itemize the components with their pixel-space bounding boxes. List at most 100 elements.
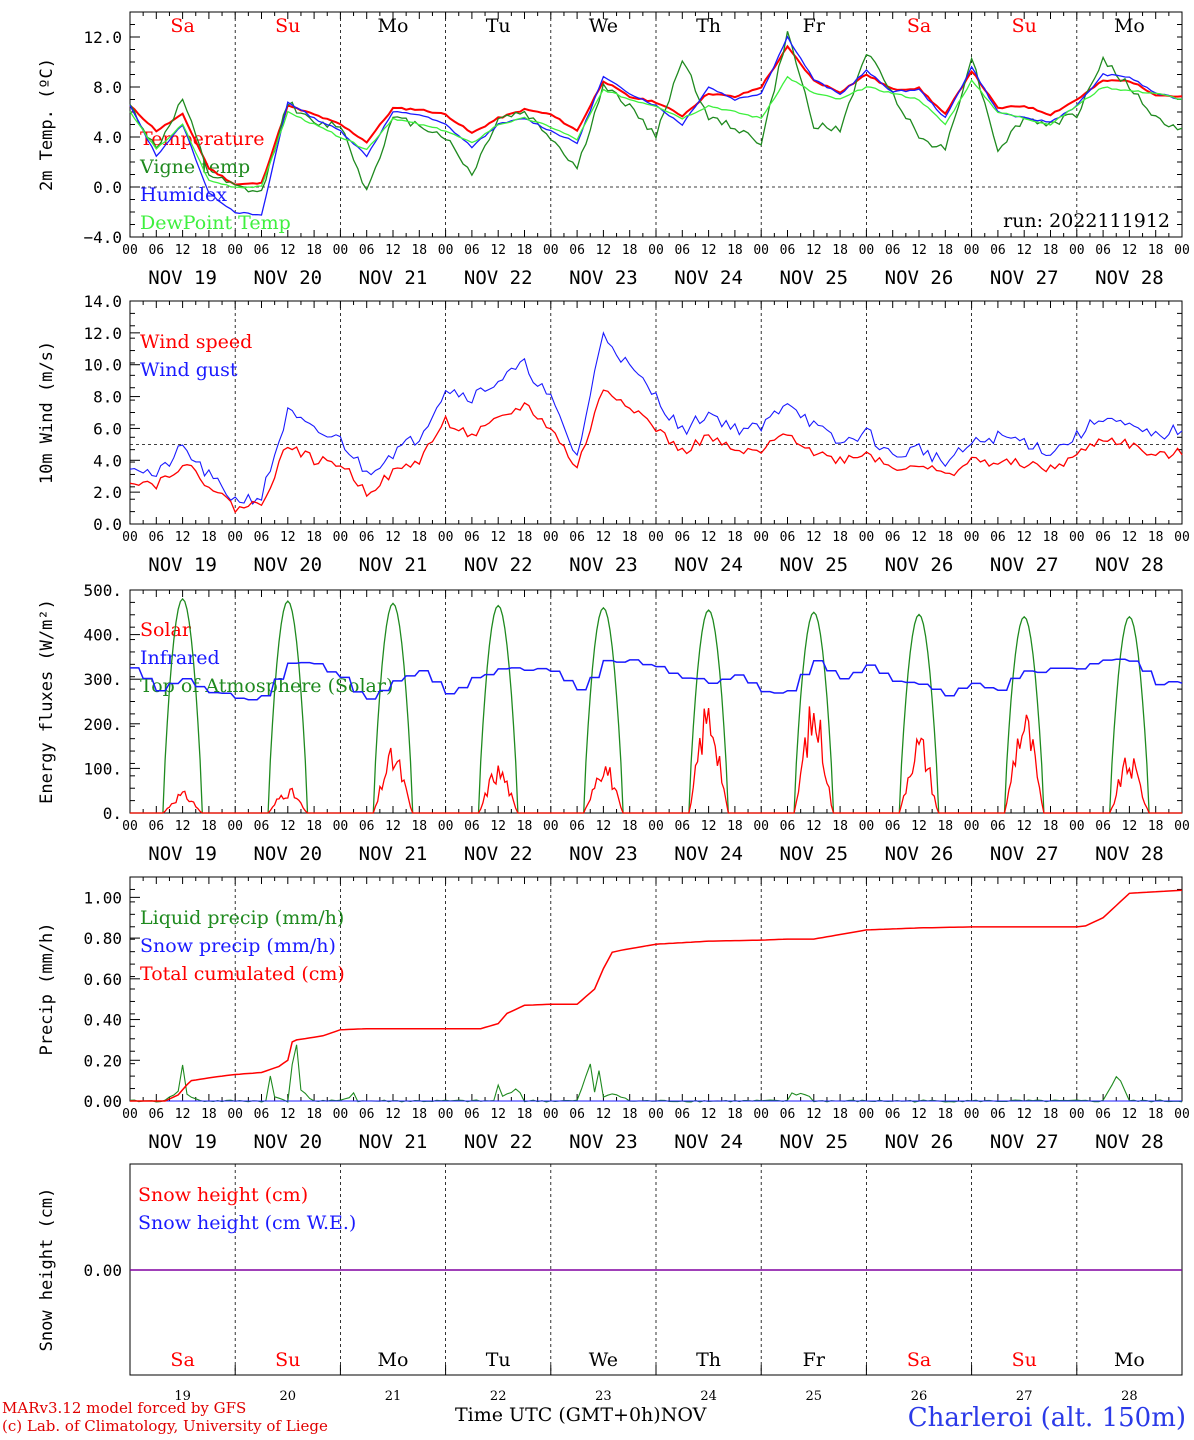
date-label: NOV 24	[674, 267, 743, 289]
legend-entry: Wind gust	[140, 359, 238, 381]
date-label: NOV 26	[885, 843, 954, 865]
hour-tick-label: 18	[832, 819, 848, 834]
hour-tick-label: 12	[490, 1107, 506, 1122]
hour-tick-label: 18	[727, 530, 743, 545]
hour-tick-label: 12	[596, 1107, 612, 1122]
y-tick-label: 100.	[83, 759, 122, 778]
hour-tick-label: 00	[227, 530, 243, 545]
hour-tick-label: 18	[517, 819, 533, 834]
hour-tick-label: 06	[674, 530, 690, 545]
day-number: 25	[806, 1389, 823, 1404]
hour-tick-label: 12	[385, 530, 401, 545]
day-abbr: We	[589, 1349, 618, 1371]
hour-tick-label: 18	[1043, 243, 1059, 258]
hour-tick-label: 06	[569, 530, 585, 545]
legend-entry: Infrared	[140, 647, 220, 669]
hour-tick-label: 00	[859, 243, 875, 258]
hour-tick-label: 18	[622, 819, 638, 834]
x-axis-label: Time UTC (GMT+0h)	[455, 1404, 661, 1426]
date-label: NOV 28	[1095, 554, 1164, 576]
hour-tick-label: 00	[438, 243, 454, 258]
y-tick-label: 0.80	[83, 929, 122, 948]
day-number: 23	[595, 1389, 612, 1404]
hour-tick-label: 18	[727, 243, 743, 258]
date-label: NOV 24	[674, 1131, 743, 1153]
date-label: NOV 25	[779, 267, 848, 289]
hour-tick-label: 06	[359, 1107, 375, 1122]
hour-tick-label: 18	[937, 819, 953, 834]
y-axis-label: Precip (mm/h)	[37, 922, 57, 1055]
hour-tick-label: 00	[859, 1107, 875, 1122]
y-axis-label: Energy fluxes (W/m²)	[37, 599, 57, 804]
run-label: run: 2022111912	[1003, 210, 1170, 232]
hour-tick-label: 18	[727, 819, 743, 834]
hour-tick-label: 18	[937, 1107, 953, 1122]
hour-tick-label: 00	[122, 243, 138, 258]
hour-tick-label: 06	[359, 530, 375, 545]
hour-tick-label: 18	[517, 1107, 533, 1122]
hour-tick-label: 18	[937, 530, 953, 545]
hour-tick-label: 12	[806, 1107, 822, 1122]
hour-tick-label: 12	[175, 243, 191, 258]
hour-tick-label: 12	[1016, 1107, 1032, 1122]
hour-tick-label: 06	[885, 819, 901, 834]
date-label: NOV 20	[253, 1131, 322, 1153]
y-tick-label: 12.0	[83, 324, 122, 343]
y-tick-label: 200.	[83, 715, 122, 734]
legend-entry: Temperature	[140, 128, 264, 150]
y-tick-label: 0.0	[93, 178, 122, 197]
x-axis-month: NOV	[660, 1404, 707, 1426]
hour-tick-label: 18	[201, 819, 217, 834]
hour-tick-label: 06	[359, 819, 375, 834]
date-label: NOV 19	[148, 267, 217, 289]
legend-entry: Snow height (cm W.E.)	[138, 1212, 356, 1234]
hour-tick-label: 00	[859, 819, 875, 834]
date-label: NOV 25	[779, 1131, 848, 1153]
y-tick-label: −4.0	[83, 228, 122, 247]
day-abbr: Su	[275, 1349, 300, 1371]
legend-entry: Top of Atmosphere (Solar)	[140, 675, 393, 697]
day-abbr: Su	[1012, 1349, 1037, 1371]
date-label: NOV 28	[1095, 1131, 1164, 1153]
day-abbr: Mo	[1114, 1349, 1145, 1371]
y-tick-label: 300.	[83, 670, 122, 689]
hour-tick-label: 00	[122, 1107, 138, 1122]
date-label: NOV 25	[779, 843, 848, 865]
hour-tick-label: 06	[464, 530, 480, 545]
hour-tick-label: 00	[1174, 243, 1190, 258]
y-tick-label: 4.0	[93, 451, 122, 470]
hour-tick-label: 00	[964, 1107, 980, 1122]
hour-tick-label: 18	[622, 1107, 638, 1122]
series-line	[129, 75, 1183, 189]
hour-tick-label: 12	[385, 819, 401, 834]
hour-tick-label: 00	[1069, 243, 1085, 258]
hour-tick-label: 12	[280, 819, 296, 834]
hour-tick-label: 00	[543, 530, 559, 545]
date-label: NOV 20	[253, 554, 322, 576]
hour-tick-label: 18	[1043, 530, 1059, 545]
hour-tick-label: 18	[1148, 243, 1164, 258]
credit-lab: (c) Lab. of Climatology, University of L…	[2, 1417, 328, 1435]
day-abbr: Fr	[803, 15, 826, 37]
hour-tick-label: 06	[359, 243, 375, 258]
hour-tick-label: 06	[780, 530, 796, 545]
legend-entry: Wind speed	[140, 331, 252, 353]
hour-tick-label: 00	[438, 530, 454, 545]
legend-entry: Snow height (cm)	[138, 1184, 308, 1206]
hour-tick-label: 06	[990, 1107, 1006, 1122]
y-tick-label: 4.0	[93, 128, 122, 147]
hour-tick-label: 06	[885, 243, 901, 258]
hour-tick-label: 18	[727, 1107, 743, 1122]
hour-tick-label: 18	[306, 530, 322, 545]
day-abbr: Mo	[378, 1349, 409, 1371]
y-tick-label: 2.0	[93, 483, 122, 502]
y-tick-label: 0.	[103, 804, 122, 823]
day-number: 28	[1121, 1389, 1138, 1404]
y-tick-label: 0.00	[83, 1092, 122, 1111]
panel-frame	[129, 300, 1183, 525]
hour-tick-label: 06	[1095, 1107, 1111, 1122]
hour-tick-label: 06	[464, 819, 480, 834]
hour-tick-label: 00	[648, 530, 664, 545]
date-label: NOV 25	[779, 554, 848, 576]
panel-frame	[129, 11, 1183, 238]
